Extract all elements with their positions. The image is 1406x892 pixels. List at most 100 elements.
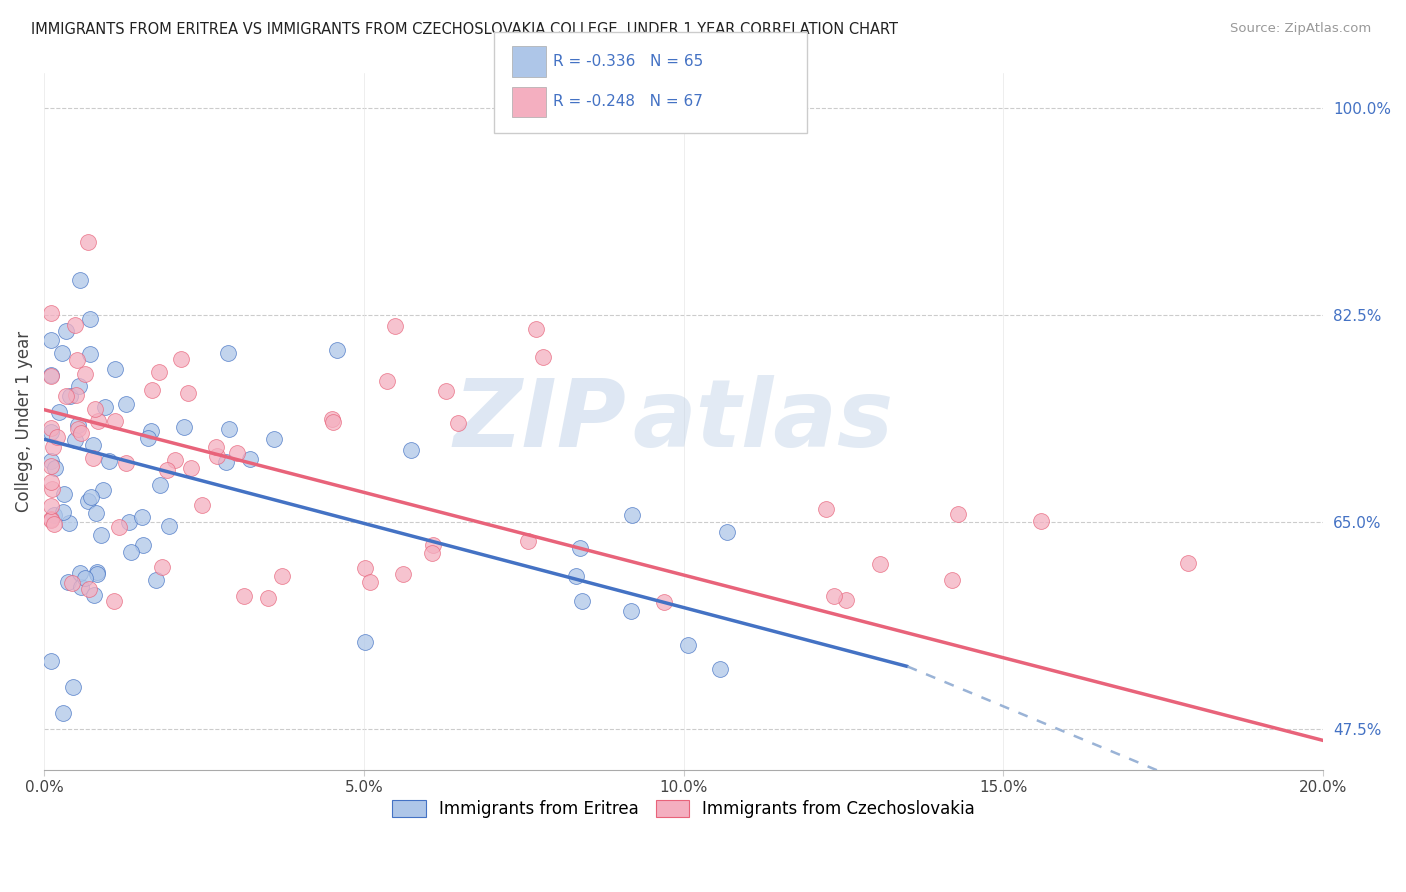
Point [44, 517, 66, 532]
Point [531, 350, 554, 364]
Point [353, 635, 375, 649]
Point [104, 414, 127, 428]
Point [180, 461, 202, 475]
Point [67, 422, 90, 436]
Text: ZIP: ZIP [453, 376, 626, 467]
Point [434, 384, 457, 399]
Point [1177, 556, 1199, 570]
Point [524, 322, 547, 336]
Point [58, 516, 80, 530]
Text: R = -0.336   N = 65: R = -0.336 N = 65 [553, 54, 703, 69]
Point [709, 662, 731, 676]
Point [354, 561, 377, 575]
Point [83, 589, 105, 603]
Point [150, 559, 173, 574]
Point [422, 538, 444, 552]
Point [70, 426, 93, 441]
Point [157, 519, 180, 533]
Point [131, 509, 153, 524]
Point [103, 594, 125, 608]
Point [165, 452, 187, 467]
Point [571, 594, 593, 608]
Point [69, 273, 91, 287]
Point [148, 365, 170, 379]
Point [39, 369, 62, 384]
Point [84, 506, 107, 520]
Point [39, 334, 62, 348]
Point [257, 591, 280, 606]
Text: IMMIGRANTS FROM ERITREA VS IMMIGRANTS FROM CZECHOSLOVAKIA COLLEGE, UNDER 1 YEAR : IMMIGRANTS FROM ERITREA VS IMMIGRANTS FR… [31, 22, 898, 37]
Point [447, 416, 470, 430]
Point [79, 582, 101, 596]
Point [39, 512, 62, 526]
Point [82, 450, 104, 465]
Text: R = -0.248   N = 67: R = -0.248 N = 67 [553, 95, 703, 109]
Point [53, 487, 76, 501]
Text: atlas: atlas [633, 376, 894, 467]
Point [84, 402, 107, 417]
Point [94, 400, 117, 414]
Point [359, 575, 381, 590]
Point [207, 449, 229, 463]
Point [173, 420, 195, 434]
Point [55, 389, 77, 403]
Point [233, 589, 256, 603]
Point [65, 318, 87, 333]
Point [39, 425, 62, 440]
Point [118, 516, 141, 530]
Point [103, 362, 125, 376]
Point [77, 235, 100, 249]
Point [108, 519, 131, 533]
Point [120, 545, 142, 559]
Point [70, 580, 93, 594]
Point [51, 706, 73, 721]
Text: Source: ZipAtlas.com: Source: ZipAtlas.com [1230, 22, 1371, 36]
Point [63, 433, 86, 447]
Point [39, 459, 62, 474]
Point [39, 655, 62, 669]
Point [621, 508, 644, 522]
Y-axis label: College, Under 1 year: College, Under 1 year [15, 331, 32, 512]
Point [136, 431, 159, 445]
Point [86, 565, 108, 579]
Point [516, 533, 538, 548]
Point [141, 383, 163, 397]
Point [946, 507, 969, 521]
Point [60, 575, 83, 590]
Point [69, 566, 91, 580]
Point [115, 456, 138, 470]
Point [42, 508, 65, 522]
Point [569, 541, 592, 555]
Point [869, 557, 891, 571]
Point [326, 343, 349, 357]
Point [66, 418, 89, 433]
Point [44, 461, 66, 475]
Point [39, 306, 62, 320]
Point [39, 368, 62, 382]
Point [205, 441, 228, 455]
Point [79, 311, 101, 326]
Point [62, 680, 84, 694]
Point [42, 440, 65, 454]
Point [77, 493, 100, 508]
Point [39, 475, 62, 490]
Point [620, 604, 643, 618]
Point [652, 594, 675, 608]
Point [145, 573, 167, 587]
Point [39, 511, 62, 525]
Point [52, 505, 75, 519]
Point [93, 483, 115, 497]
Point [67, 379, 90, 393]
Point [55, 324, 77, 338]
Point [835, 593, 858, 607]
Point [139, 425, 162, 439]
Point [263, 432, 285, 446]
Point [82, 438, 104, 452]
Point [149, 478, 172, 492]
Point [191, 498, 214, 512]
Point [48, 405, 70, 419]
Point [420, 546, 443, 560]
Point [384, 318, 406, 333]
Point [51, 346, 73, 360]
Point [79, 347, 101, 361]
